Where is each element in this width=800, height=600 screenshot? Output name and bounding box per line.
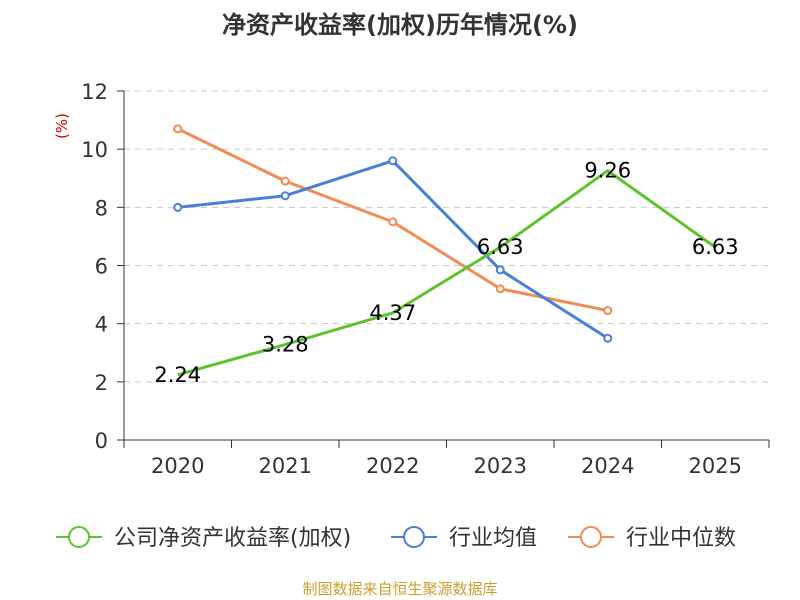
axes: 0 2 4 6 8 10 12 2020 2021 2022 2023 2024 2025	[81, 80, 770, 478]
y-tick-label-12: 12	[81, 80, 108, 104]
series-1-point-2020	[173, 202, 183, 212]
y-tick-label-8: 8	[95, 196, 108, 220]
y-axis-label: (%)	[53, 113, 71, 139]
series-1-point-2023	[495, 265, 505, 275]
data-label-2021: 3.28	[262, 333, 309, 357]
series-2-point-2021	[280, 176, 290, 186]
legend-marker-2	[580, 526, 602, 548]
legend-marker-0	[68, 526, 90, 548]
x-tick-label-2021: 2021	[259, 454, 312, 478]
data-label-2024: 9.26	[584, 159, 631, 183]
series-2-point-2023	[495, 284, 505, 294]
y-tick-label-10: 10	[81, 138, 108, 162]
y-tick-label-4: 4	[95, 313, 108, 337]
series-2-point-2020	[173, 124, 183, 134]
source-note: 制图数据来自恒生聚源数据库	[302, 580, 497, 598]
x-tick-label-2024: 2024	[581, 454, 634, 478]
y-tick-label-6: 6	[95, 255, 108, 279]
x-tick-label-2025: 2025	[689, 454, 742, 478]
legend-label-2: 行业中位数	[626, 526, 736, 551]
series-1-point-2024	[603, 333, 613, 343]
data-label-2025: 6.63	[692, 235, 739, 259]
data-label-2020: 2.24	[154, 363, 201, 387]
legend: 公司净资产收益率(加权) 行业均值 行业中位数	[56, 526, 736, 551]
x-tick-label-2023: 2023	[474, 454, 527, 478]
y-tick-label-0: 0	[95, 429, 108, 453]
series-1-point-2021	[280, 191, 290, 201]
series-2-point-2024	[603, 306, 613, 316]
grid-lines	[124, 90, 769, 383]
legend-marker-1	[403, 526, 425, 548]
x-tick-label-2020: 2020	[151, 454, 204, 478]
data-label-2022: 4.37	[369, 301, 416, 325]
data-label-2023: 6.63	[477, 235, 524, 259]
legend-label-1: 行业均值	[449, 526, 537, 551]
legend-label-0: 公司净资产收益率(加权)	[114, 526, 351, 551]
x-tick-label-2022: 2022	[366, 454, 419, 478]
series-2-point-2022	[388, 217, 398, 227]
data-labels: 2.24 3.28 4.37 6.63 9.26 6.63	[154, 159, 738, 387]
y-tick-label-2: 2	[95, 371, 108, 395]
series-line-0	[177, 169, 717, 377]
chart-title: 净资产收益率(加权)历年情况(%)	[222, 11, 578, 39]
series-1-point-2022	[388, 156, 398, 166]
series-layer	[173, 124, 717, 377]
